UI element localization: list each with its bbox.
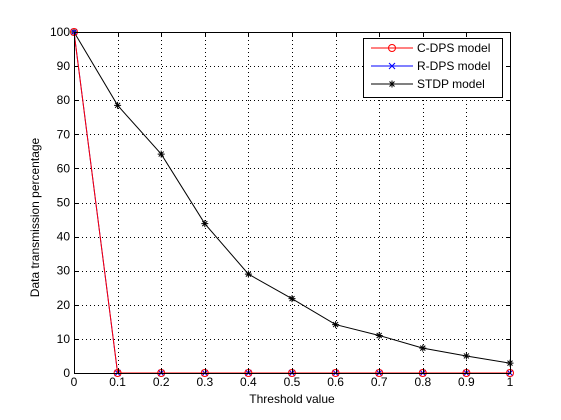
y-tick-label: 60 [57,161,71,175]
ticks [74,32,511,374]
y-tick-label: 20 [57,298,71,312]
legend-swatch-marker [388,62,396,70]
x-tick-label: 0.4 [240,375,257,389]
x-tick-label: 0.8 [414,375,431,389]
x-tick-label: 0.6 [327,375,344,389]
legend-swatch-marker [388,80,396,88]
x-tick-label: 0.1 [109,375,126,389]
data-point [332,321,340,329]
x-tick-label: 0.3 [196,375,213,389]
legend-entry: STDP model [371,77,485,91]
legend-entry: C-DPS model [371,41,490,55]
legend-swatch-marker [388,44,396,52]
x-tick-label: 1 [507,375,514,389]
x-tick-label: 0.7 [371,375,388,389]
data-point [288,295,296,303]
data-point [201,220,209,228]
data-point [244,270,252,278]
legend-items: C-DPS model R-DPS model STDP model [371,41,490,91]
legend-entry: R-DPS model [371,59,490,73]
y-tick-label: 70 [57,127,71,141]
y-tick-label: 100 [50,25,70,39]
y-tick-label: 90 [57,59,71,73]
x-tick-label: 0.2 [153,375,170,389]
data-point [157,150,165,158]
data-point [114,101,122,109]
data-point [419,344,427,352]
y-tick-label: 50 [57,196,71,210]
legend-label: STDP model [417,77,485,91]
data-point [375,331,383,339]
y-tick-label: 10 [57,332,71,346]
x-tick-label: 0.5 [284,375,301,389]
legend-label: C-DPS model [417,41,490,55]
y-tick-label: 30 [57,264,71,278]
legend: C-DPS model R-DPS model STDP model [363,38,503,98]
x-axis-label: Threshold value [249,392,335,406]
y-tick-label: 40 [57,230,71,244]
x-tick-label: 0 [71,375,78,389]
y-axis-label: Data transmission percentage [28,137,42,297]
legend-label: R-DPS model [417,59,490,73]
y-tick-label: 0 [63,366,70,380]
data-point [462,352,470,360]
x-tick-label: 0.9 [458,375,475,389]
tick-labels: 0 0.1 0.2 0.3 0.4 0.5 0.6 0.7 0.8 0.9 101020304050… [50,25,514,389]
y-tick-label: 80 [57,93,71,107]
